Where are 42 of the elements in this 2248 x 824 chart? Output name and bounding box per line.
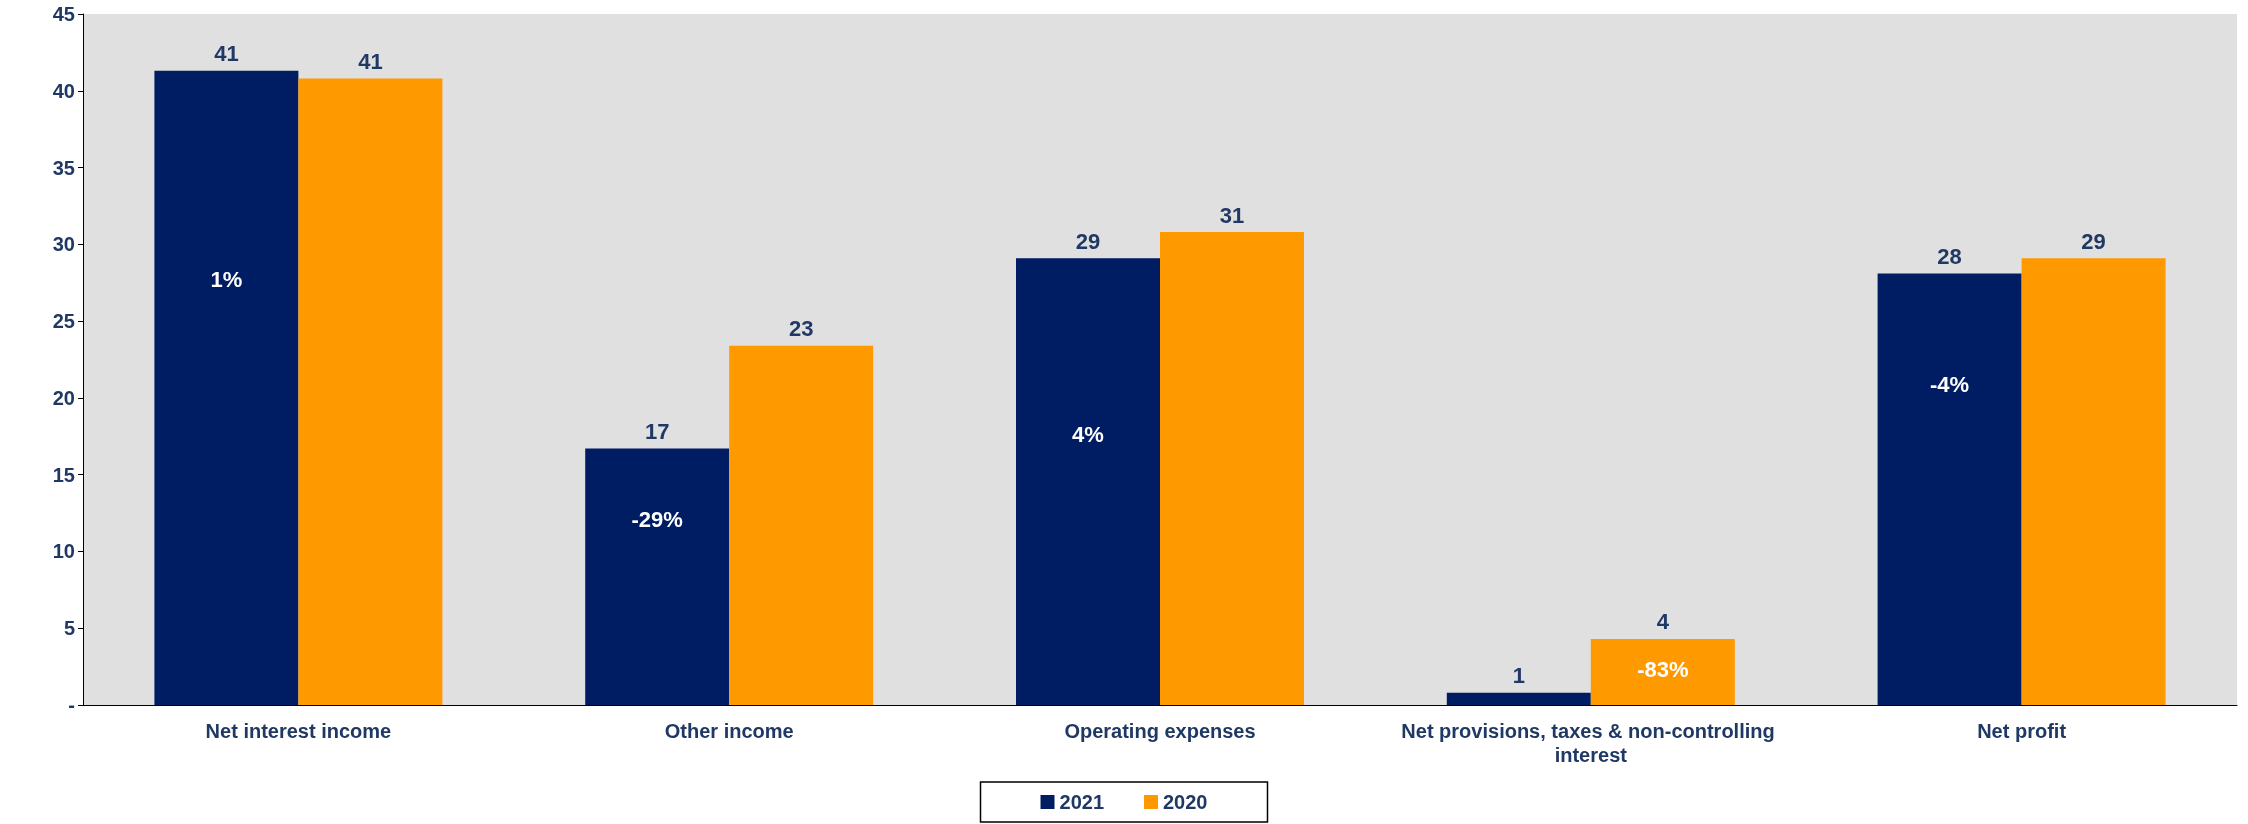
data-label: 28: [1937, 244, 1962, 270]
data-label: 17: [644, 419, 670, 445]
data-label: 41: [214, 41, 239, 67]
bar: [1590, 638, 1735, 705]
bar: [2021, 258, 2166, 705]
x-tick-label: Operating expenses: [1064, 720, 1256, 742]
y-tick-label: 5: [63, 617, 75, 640]
y-tick-label: 45: [52, 3, 75, 25]
data-label: 29: [2081, 228, 2106, 254]
data-label: 4: [1656, 609, 1670, 635]
annotation: 1%: [210, 267, 243, 293]
y-tick-label: 15: [52, 463, 75, 486]
y-tick-label: 40: [52, 79, 75, 102]
annotation: -4%: [1930, 371, 1970, 397]
legend-label: 2020: [1163, 791, 1208, 813]
x-tick-label: Net provisions, taxes & non-controlling interest: [1401, 720, 1781, 766]
x-tick-label: Other income: [664, 720, 794, 742]
bar: [1877, 273, 2022, 705]
data-label: 29: [1075, 228, 1101, 254]
annotation: 4%: [1072, 422, 1104, 448]
x-tick-label: Net interest income: [205, 720, 392, 742]
y-tick-label: 25: [52, 310, 75, 333]
annotation: -29%: [631, 506, 683, 532]
bar: [1016, 258, 1160, 705]
y-tick-label: 35: [52, 156, 75, 179]
y-tick-label: 20: [52, 386, 75, 409]
legend-label: 2021: [1059, 791, 1105, 813]
bar: [585, 448, 730, 705]
data-label: 31: [1219, 202, 1245, 228]
bar: [298, 78, 443, 705]
data-label: 1: [1512, 663, 1525, 689]
bar: [729, 345, 874, 705]
x-tick-label: Net profit: [1977, 720, 2067, 742]
bar: [154, 70, 299, 705]
y-tick-label: 30: [52, 233, 75, 256]
annotation: -83%: [1637, 657, 1689, 683]
data-label: 41: [358, 48, 383, 74]
bar: [1160, 232, 1304, 705]
data-label: 23: [788, 316, 814, 342]
y-tick-label: 10: [52, 540, 75, 563]
bar: [1446, 692, 1591, 705]
y-tick-label: -: [68, 694, 75, 716]
